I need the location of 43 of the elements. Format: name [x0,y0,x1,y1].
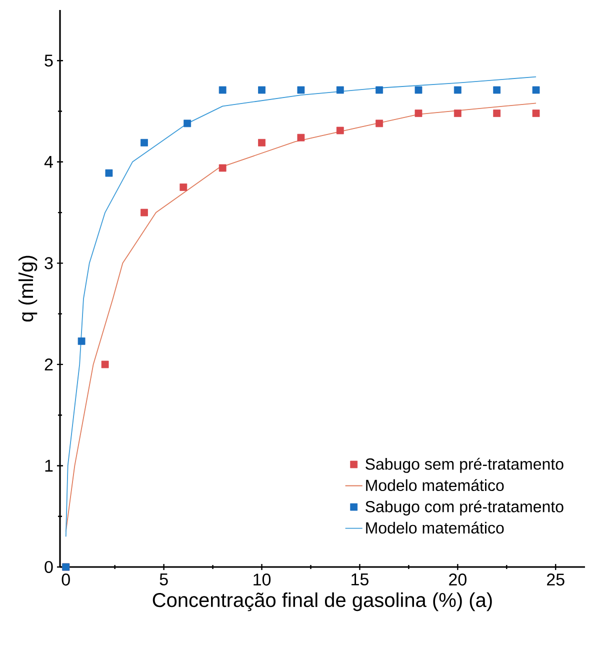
x-tick-label: 5 [160,574,168,586]
y-tick-label: 5 [44,54,53,67]
point [414,110,422,117]
point [454,86,462,94]
y-tick-label: 1 [45,460,53,472]
point [297,134,305,142]
point [493,110,501,117]
y-tick-label: 0 [44,560,53,574]
point [78,337,86,345]
y-axis-title: q (ml/g) [18,256,38,322]
point [258,86,266,94]
point [101,360,109,368]
point [140,138,148,146]
point [180,184,188,191]
x-tick-label: 15 [352,574,368,586]
x-axis-title: Concentração final de gasolina (%) (a) [152,592,492,612]
x-tick-label: 0 [62,574,70,586]
x-tick-label: 10 [254,574,271,586]
point [336,126,344,134]
point [105,169,113,177]
point [532,86,540,94]
point [336,86,344,94]
point [493,86,501,94]
y-tick-label: 4 [44,156,53,168]
point [258,138,266,146]
point [376,120,384,128]
legend-label: Sabugo com pré-tratamento [366,500,564,516]
x-tick-label: 20 [449,574,466,586]
point [218,86,226,94]
legend-label: Sabugo sem pré-tratamento [366,458,564,473]
point [376,86,384,94]
x-tick-label: 25 [547,574,564,586]
y-tick-label: 3 [44,257,53,270]
point [218,164,226,172]
point [414,86,422,94]
legend-label: Modelo matemático [366,522,504,534]
point [454,110,462,117]
point [532,110,540,117]
legend-label: Modelo matemático [366,479,504,492]
y-tick-label: 2 [44,358,53,370]
point [297,86,305,94]
point [140,208,148,216]
point [184,120,192,128]
